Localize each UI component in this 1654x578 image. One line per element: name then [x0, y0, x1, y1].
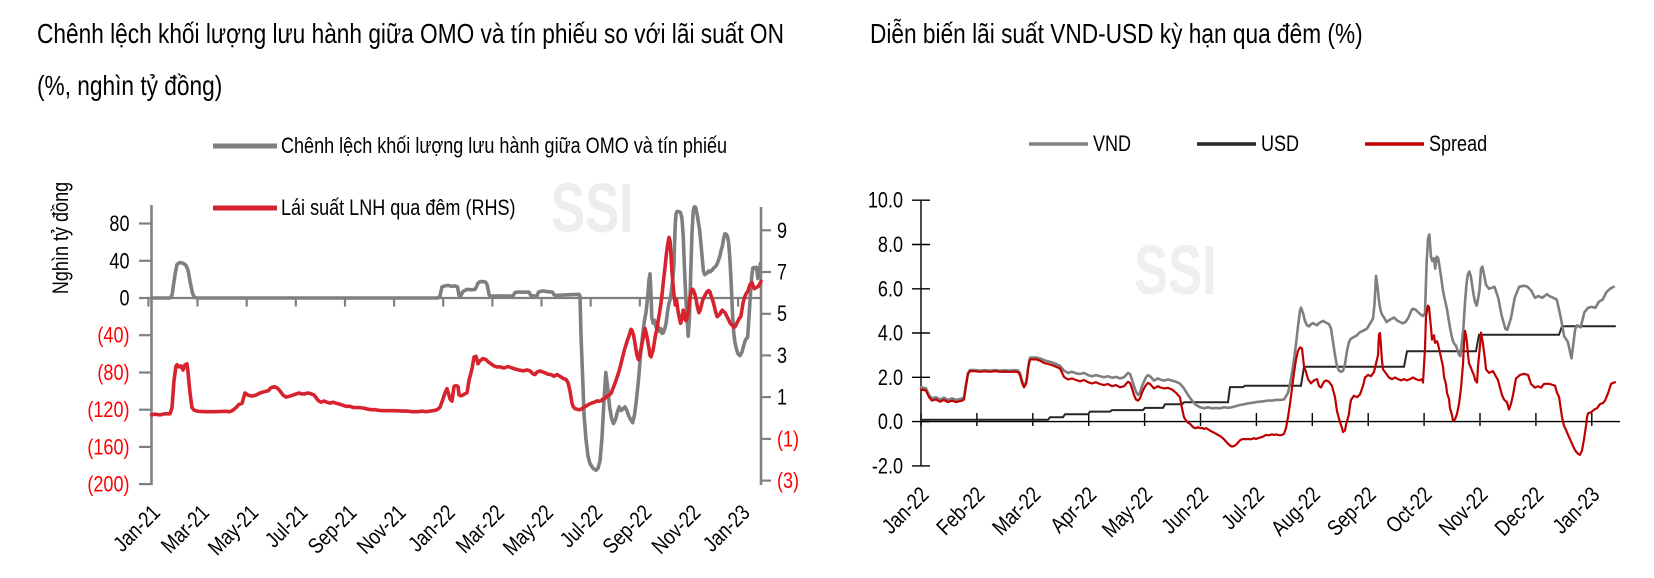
svg-text:Lái suất LNH qua đêm (RHS): Lái suất LNH qua đêm (RHS)	[281, 196, 516, 220]
svg-text:Chênh lệch khối lượng lưu hành: Chênh lệch khối lượng lưu hành giữa OMO …	[37, 19, 784, 50]
svg-text:0: 0	[119, 287, 129, 311]
svg-text:10.0: 10.0	[868, 189, 903, 213]
svg-text:USD: USD	[1261, 132, 1299, 156]
svg-text:7: 7	[777, 261, 787, 285]
svg-text:Nghìn tỷ đồng: Nghìn tỷ đồng	[49, 182, 73, 294]
svg-text:VND: VND	[1093, 132, 1131, 156]
svg-text:0.0: 0.0	[878, 411, 903, 435]
svg-text:(120): (120)	[87, 399, 129, 423]
svg-text:9: 9	[777, 219, 787, 243]
svg-text:Spread: Spread	[1429, 132, 1487, 156]
svg-text:(%, nghìn tỷ đồng): (%, nghìn tỷ đồng)	[37, 71, 222, 102]
svg-text:SSI: SSI	[551, 169, 633, 247]
svg-text:(40): (40)	[97, 324, 129, 348]
svg-text:40: 40	[109, 250, 129, 274]
svg-text:(200): (200)	[87, 473, 129, 497]
svg-text:1: 1	[777, 386, 787, 410]
svg-text:-2.0: -2.0	[872, 455, 903, 479]
svg-text:5: 5	[777, 303, 787, 327]
svg-text:6.0: 6.0	[878, 278, 903, 302]
svg-text:4.0: 4.0	[878, 322, 903, 346]
svg-text:2.0: 2.0	[878, 366, 903, 390]
svg-text:80: 80	[109, 212, 129, 236]
svg-text:SSI: SSI	[1134, 231, 1216, 309]
svg-text:(160): (160)	[87, 436, 129, 460]
svg-text:3: 3	[777, 344, 787, 368]
svg-text:Diễn biến lãi suất VND-USD kỳ: Diễn biến lãi suất VND-USD kỳ hạn qua đê…	[870, 18, 1363, 50]
svg-text:Chênh lệch khối lượng lưu hành: Chênh lệch khối lượng lưu hành giữa OMO …	[281, 134, 727, 158]
svg-text:(3): (3)	[777, 470, 799, 494]
svg-text:(1): (1)	[777, 428, 799, 452]
svg-text:8.0: 8.0	[878, 233, 903, 257]
svg-text:(80): (80)	[97, 361, 129, 385]
